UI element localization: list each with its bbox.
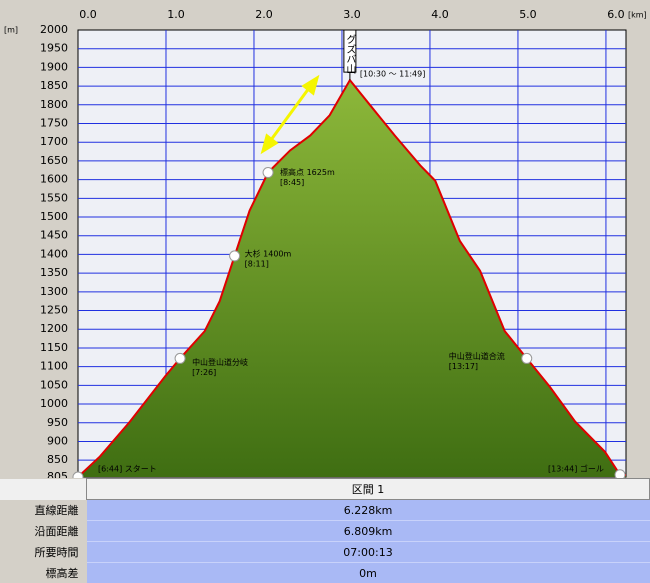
waypoint-label: 中山登山道分岐 <box>192 357 248 367</box>
y-tick-label: 2000 <box>40 23 68 36</box>
x-tick-label: 5.0 <box>519 8 537 21</box>
arrow <box>260 74 320 155</box>
row-value: 07:00:13 <box>86 541 650 563</box>
y-tick-label: 1000 <box>40 397 68 410</box>
peak-label: グズバ山 <box>344 34 356 74</box>
x-tick-label: 0.0 <box>79 8 97 21</box>
waypoint-marker <box>614 469 626 481</box>
waypoint-label: 大杉 1400m <box>245 248 292 258</box>
y-tick-label: 1600 <box>40 173 68 186</box>
y-tick-label: 1200 <box>40 322 68 335</box>
y-tick-label: 1350 <box>40 266 68 279</box>
summary-table: 区間 1 直線距離 6.228km 沿面距離 6.809km 所要時間 07:00:13 標… <box>0 478 650 583</box>
waypoint-marker <box>521 352 533 364</box>
row-label: 沿面距離 <box>0 520 87 542</box>
waypoint-time: [8:11] <box>245 259 269 268</box>
y-tick-label: 850 <box>47 453 68 466</box>
waypoint-label: 中山登山道合流 <box>449 351 505 361</box>
row-value: 6.228km <box>86 499 650 521</box>
y-tick-label: 1050 <box>40 378 68 391</box>
row-label: 所要時間 <box>0 541 87 563</box>
x-tick-label: 4.0 <box>431 8 449 21</box>
y-tick-label: 1400 <box>40 247 68 260</box>
x-tick-label: 2.0 <box>255 8 273 21</box>
y-tick-label: 1300 <box>40 285 68 298</box>
row-label: 直線距離 <box>0 499 87 521</box>
y-tick-label: 1950 <box>40 42 68 55</box>
y-tick-label: 1150 <box>40 341 68 354</box>
x-tick-label: 3.0 <box>343 8 361 21</box>
y-tick-label: 805 <box>47 470 68 478</box>
row-value: 0m <box>86 562 650 583</box>
y-tick-label: 1250 <box>40 304 68 317</box>
y-tick-label: 1100 <box>40 360 68 373</box>
y-tick-label: 950 <box>47 416 68 429</box>
x-tick-label: 1.0 <box>167 8 185 21</box>
waypoint-label: [6:44] スタート <box>98 465 157 474</box>
y-tick-label: 1700 <box>40 135 68 148</box>
waypoint-marker <box>229 250 241 262</box>
y-tick-label: 1800 <box>40 98 68 111</box>
row-label: 標高差 <box>0 562 87 583</box>
peak-time: [10:30 ～ 11:49] <box>360 70 425 79</box>
y-tick-label: 1850 <box>40 79 68 92</box>
elevation-area <box>78 80 626 478</box>
y-tick-label: 1650 <box>40 154 68 167</box>
waypoint-marker <box>262 167 274 179</box>
y-tick-label: 1750 <box>40 117 68 130</box>
waypoint-time: [8:45] <box>280 178 304 187</box>
chart: [6:44] スタート 中山登山道分岐[7:26] 大杉 1400m[8:11] 標高… <box>4 8 647 483</box>
table-header: 区間 1 <box>86 478 650 500</box>
y-tick-label: 1550 <box>40 191 68 204</box>
x-tick-label: 6.0 <box>607 8 625 21</box>
waypoint-time: [7:26] <box>192 368 216 377</box>
waypoint-label: 標高点 1625m <box>280 167 335 177</box>
y-tick-label: 1500 <box>40 210 68 223</box>
waypoint-marker <box>174 352 186 364</box>
x-unit: [km] <box>628 11 647 20</box>
y-tick-label: 1450 <box>40 229 68 242</box>
y-tick-label: 1900 <box>40 60 68 73</box>
row-value: 6.809km <box>86 520 650 542</box>
waypoint-label: [13:44] ゴール <box>548 463 604 473</box>
y-tick-label: 900 <box>47 434 68 447</box>
y-unit: [m] <box>4 26 18 35</box>
waypoint-time: [13:17] <box>449 362 478 371</box>
